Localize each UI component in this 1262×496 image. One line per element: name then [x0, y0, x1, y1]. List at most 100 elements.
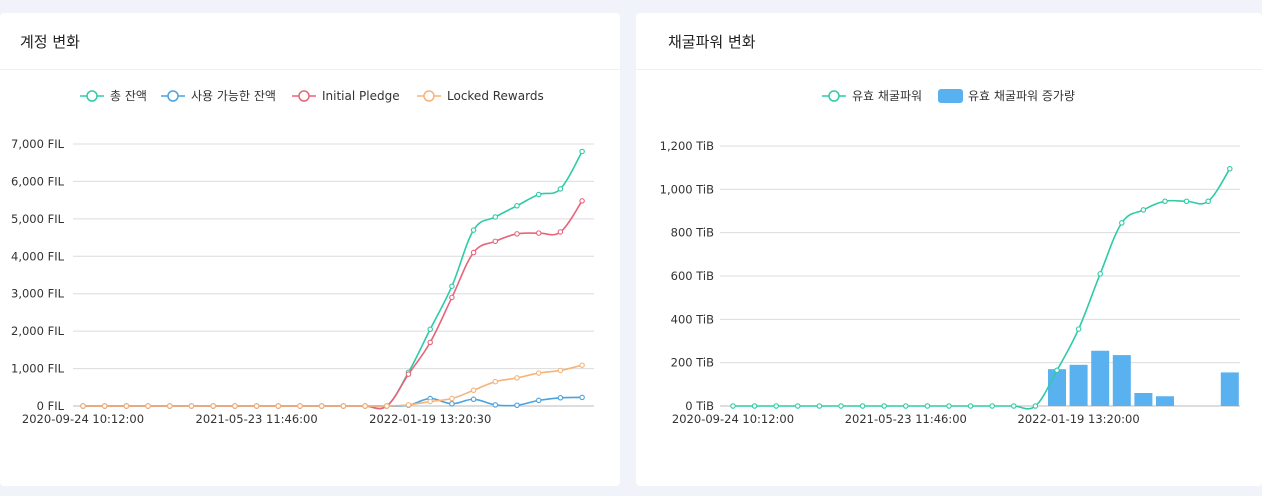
legend-bar-swatch [938, 89, 963, 103]
y-tick-label: 3,000 FIL [11, 287, 65, 301]
y-tick-label: 200 TiB [671, 356, 714, 370]
data-point [946, 403, 952, 409]
data-point [535, 230, 542, 236]
y-tick-label: 4,000 FIL [11, 249, 65, 263]
data-point [1011, 403, 1017, 409]
bar [1048, 369, 1066, 406]
data-point [340, 403, 347, 409]
data-point [514, 375, 520, 381]
y-tick-label: 1,000 TiB [660, 182, 714, 196]
data-point [80, 403, 86, 409]
data-point [492, 378, 499, 385]
data-point [557, 367, 564, 374]
y-axis: 0 TiB 200 TiB 400 TiB 600 TiB 800 TiB 1,000 T… [660, 139, 1240, 413]
data-point [989, 403, 995, 409]
series-line [83, 396, 583, 407]
data-point [470, 227, 477, 233]
data-point [1227, 166, 1233, 172]
y-tick-label: 600 TiB [671, 269, 714, 283]
x-axis: 2020-09-24 10:12:00 2021-05-23 11:46:00 20… [22, 412, 491, 426]
data-point [449, 395, 455, 402]
line-series [730, 166, 1233, 410]
data-point [514, 231, 520, 237]
y-tick-label: 2,000 FIL [11, 324, 65, 338]
data-point [579, 362, 585, 368]
data-point [795, 403, 801, 409]
bar [1112, 355, 1131, 406]
data-point [838, 403, 844, 409]
x-tick-label: 2021-05-23 11:46:00 [196, 412, 318, 426]
legend-item: Locked Rewards [417, 89, 544, 103]
bar [1134, 393, 1153, 406]
data-point [924, 403, 931, 409]
data-point [427, 398, 433, 405]
data-point [535, 397, 542, 404]
data-point [579, 394, 585, 401]
data-point [297, 403, 303, 409]
data-point [275, 403, 282, 409]
data-point [449, 294, 455, 301]
data-point [384, 403, 390, 409]
legend-marker [167, 90, 179, 102]
card-header: 채굴파워 변화 [636, 13, 1262, 70]
data-point [188, 403, 195, 409]
data-point [492, 402, 499, 408]
legend-item: 사용 가능한 잔액 [161, 89, 276, 103]
data-point [903, 403, 909, 409]
legend-label: 유효 채굴파워 [852, 89, 922, 103]
data-point [253, 403, 260, 409]
x-tick-label: 2021-05-23 11:46:00 [845, 412, 967, 426]
x-tick-label: 2020-09-24 10:12:00 [672, 412, 794, 426]
legend-label: 유효 채굴파워 증가량 [968, 89, 1075, 103]
legend-item: 유효 채굴파워 증가량 [938, 89, 1075, 103]
line-series [80, 362, 585, 409]
data-point [167, 403, 173, 409]
legend-marker [423, 90, 435, 102]
legend-marker [298, 90, 310, 102]
line-series [80, 198, 585, 410]
account-change-chart: 0 FIL 1,000 FIL 2,000 FIL 3,000 FIL 4,000 FI… [11, 89, 594, 426]
data-point [318, 403, 325, 409]
data-point [730, 403, 736, 409]
y-tick-label: 5,000 FIL [11, 212, 65, 226]
data-point [816, 403, 823, 409]
data-point [449, 401, 455, 407]
legend-marker [828, 90, 840, 102]
data-point [1119, 220, 1125, 226]
data-point [232, 403, 238, 409]
data-point [1097, 271, 1103, 277]
data-point [210, 403, 216, 409]
legend-label: 사용 가능한 잔액 [191, 89, 276, 103]
data-point [557, 229, 564, 235]
mining-power-card: 채굴파워 변화 0 TiB 200 TiB 400 TiB 600 TiB 800 Ti… [636, 13, 1262, 486]
legend-marker [86, 90, 98, 102]
bar [1156, 396, 1174, 406]
legend-item: Initial Pledge [292, 89, 400, 103]
y-tick-label: 6,000 FIL [11, 174, 65, 188]
data-point [514, 203, 520, 209]
data-point [123, 403, 130, 409]
x-tick-label: 2022-01-19 13:20:30 [369, 412, 491, 426]
data-point [405, 402, 412, 408]
legend-label: Locked Rewards [447, 89, 544, 103]
data-point [967, 403, 974, 409]
data-point [1183, 198, 1190, 205]
card-header: 계정 변화 [0, 13, 620, 70]
data-point [773, 403, 779, 409]
data-point [557, 186, 564, 192]
bar [1091, 350, 1110, 406]
data-point [449, 283, 455, 289]
card-title: 계정 변화 [20, 32, 80, 51]
legend-item: 총 잔액 [80, 89, 147, 103]
data-point [1205, 198, 1211, 205]
data-point [470, 249, 477, 256]
data-point [557, 395, 564, 401]
x-tick-label: 2020-09-24 10:12:00 [22, 412, 144, 426]
bar [1069, 364, 1088, 406]
data-point [101, 403, 108, 409]
bar [1220, 372, 1239, 406]
data-point [362, 403, 368, 409]
y-tick-label: 0 TiB [685, 399, 714, 413]
data-point [1075, 326, 1082, 332]
data-point [881, 403, 887, 409]
